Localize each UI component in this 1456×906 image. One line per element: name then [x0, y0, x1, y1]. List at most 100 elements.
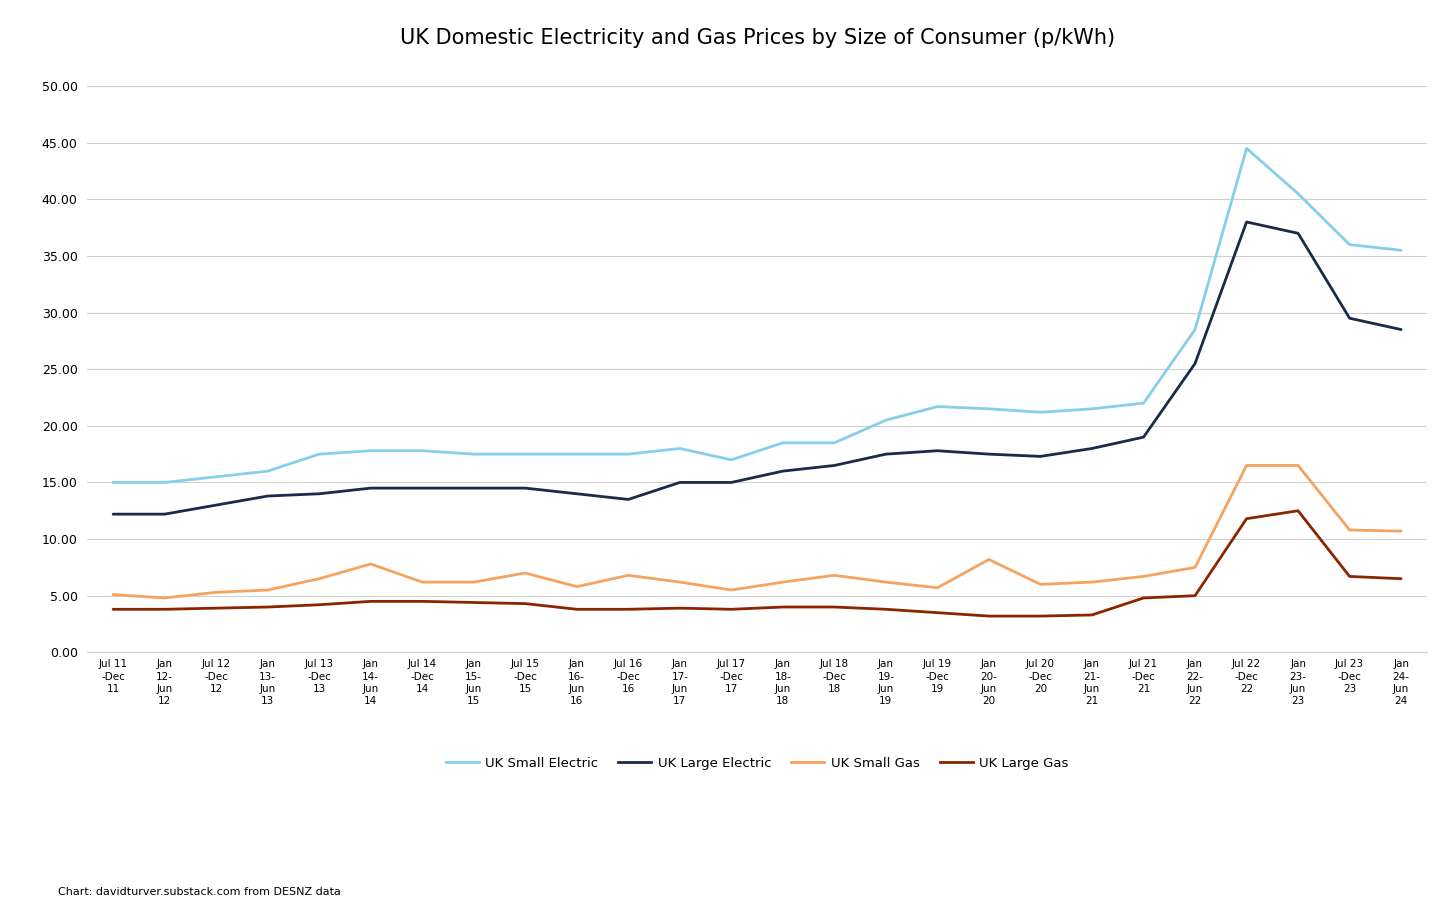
UK Large Gas [156, 603, 173, 614]
UK Large Electric [156, 508, 173, 519]
UK Large Electric [1032, 451, 1050, 462]
UK Small Electric [517, 448, 534, 459]
UK Large Gas [1083, 610, 1101, 621]
UK Large Gas [775, 602, 792, 612]
UK Small Gas [259, 584, 277, 595]
UK Small Gas [1134, 571, 1152, 582]
UK Small Electric [1341, 239, 1358, 250]
UK Small Gas [310, 573, 328, 584]
Text: Chart: davidturver.substack.com from DESNZ data: Chart: davidturver.substack.com from DES… [58, 887, 341, 897]
UK Small Gas [414, 576, 431, 587]
UK Large Gas [414, 596, 431, 607]
UK Small Electric [775, 438, 792, 448]
UK Large Gas [929, 607, 946, 618]
UK Small Gas [826, 570, 843, 581]
UK Large Electric [1341, 313, 1358, 323]
UK Large Gas [671, 602, 689, 613]
UK Large Electric [414, 483, 431, 494]
UK Small Gas [620, 570, 638, 581]
UK Large Electric [980, 448, 997, 459]
UK Large Gas [1187, 591, 1204, 602]
UK Large Gas [363, 596, 380, 607]
UK Small Gas [568, 582, 585, 593]
UK Small Electric [310, 448, 328, 459]
UK Small Gas [1341, 525, 1358, 535]
UK Small Gas [1290, 460, 1307, 471]
UK Small Gas [722, 584, 740, 595]
UK Large Electric [775, 466, 792, 477]
UK Small Gas [517, 567, 534, 578]
UK Small Electric [414, 445, 431, 456]
UK Large Gas [980, 611, 997, 622]
UK Small Electric [1238, 143, 1255, 154]
UK Large Gas [207, 602, 224, 613]
UK Small Electric [980, 403, 997, 414]
UK Small Electric [363, 445, 380, 456]
Line: UK Small Gas: UK Small Gas [114, 466, 1401, 598]
UK Small Electric [1083, 403, 1101, 414]
Legend: UK Small Electric, UK Large Electric, UK Small Gas, UK Large Gas: UK Small Electric, UK Large Electric, UK… [441, 752, 1073, 776]
UK Small Gas [1083, 576, 1101, 587]
UK Large Electric [620, 494, 638, 505]
UK Small Gas [980, 554, 997, 565]
UK Large Gas [1238, 513, 1255, 524]
UK Small Gas [1392, 525, 1409, 536]
UK Large Gas [105, 603, 122, 614]
UK Large Gas [620, 603, 638, 614]
UK Small Electric [877, 415, 894, 426]
UK Large Electric [259, 491, 277, 502]
UK Large Electric [105, 508, 122, 519]
UK Large Gas [1341, 571, 1358, 582]
UK Small Gas [1187, 562, 1204, 573]
UK Small Gas [1032, 579, 1050, 590]
UK Large Gas [826, 602, 843, 612]
UK Large Electric [464, 483, 482, 494]
UK Small Gas [464, 576, 482, 587]
UK Large Gas [568, 603, 585, 614]
UK Small Gas [105, 589, 122, 600]
UK Large Gas [1032, 611, 1050, 622]
UK Small Electric [207, 471, 224, 482]
UK Large Electric [1134, 431, 1152, 442]
UK Small Electric [671, 443, 689, 454]
UK Small Gas [671, 576, 689, 587]
UK Large Electric [363, 483, 380, 494]
UK Large Electric [929, 445, 946, 456]
UK Large Electric [1187, 358, 1204, 369]
UK Small Electric [1290, 188, 1307, 199]
UK Small Gas [363, 558, 380, 569]
Line: UK Large Gas: UK Large Gas [114, 511, 1401, 616]
UK Large Electric [671, 477, 689, 487]
UK Large Gas [310, 600, 328, 611]
Line: UK Small Electric: UK Small Electric [114, 149, 1401, 482]
UK Small Electric [1187, 324, 1204, 335]
UK Small Electric [568, 448, 585, 459]
Title: UK Domestic Electricity and Gas Prices by Size of Consumer (p/kWh): UK Domestic Electricity and Gas Prices b… [399, 28, 1115, 48]
UK Small Electric [1392, 245, 1409, 255]
UK Large Electric [1392, 324, 1409, 335]
UK Large Gas [722, 603, 740, 614]
Line: UK Large Electric: UK Large Electric [114, 222, 1401, 514]
UK Small Gas [156, 593, 173, 603]
UK Small Electric [722, 454, 740, 466]
UK Small Electric [929, 401, 946, 412]
UK Large Gas [1290, 506, 1307, 516]
UK Small Gas [775, 576, 792, 587]
UK Large Electric [1238, 217, 1255, 227]
UK Small Electric [620, 448, 638, 459]
UK Large Electric [722, 477, 740, 487]
UK Large Electric [207, 499, 224, 510]
UK Small Electric [1032, 407, 1050, 418]
UK Large Electric [877, 448, 894, 459]
UK Small Electric [259, 466, 277, 477]
UK Small Electric [464, 448, 482, 459]
UK Large Electric [826, 460, 843, 471]
UK Small Electric [105, 477, 122, 487]
UK Small Gas [929, 583, 946, 593]
UK Small Electric [826, 438, 843, 448]
UK Large Electric [1290, 227, 1307, 238]
UK Large Electric [1083, 443, 1101, 454]
UK Large Gas [259, 602, 277, 612]
UK Small Gas [1238, 460, 1255, 471]
UK Small Electric [156, 477, 173, 487]
